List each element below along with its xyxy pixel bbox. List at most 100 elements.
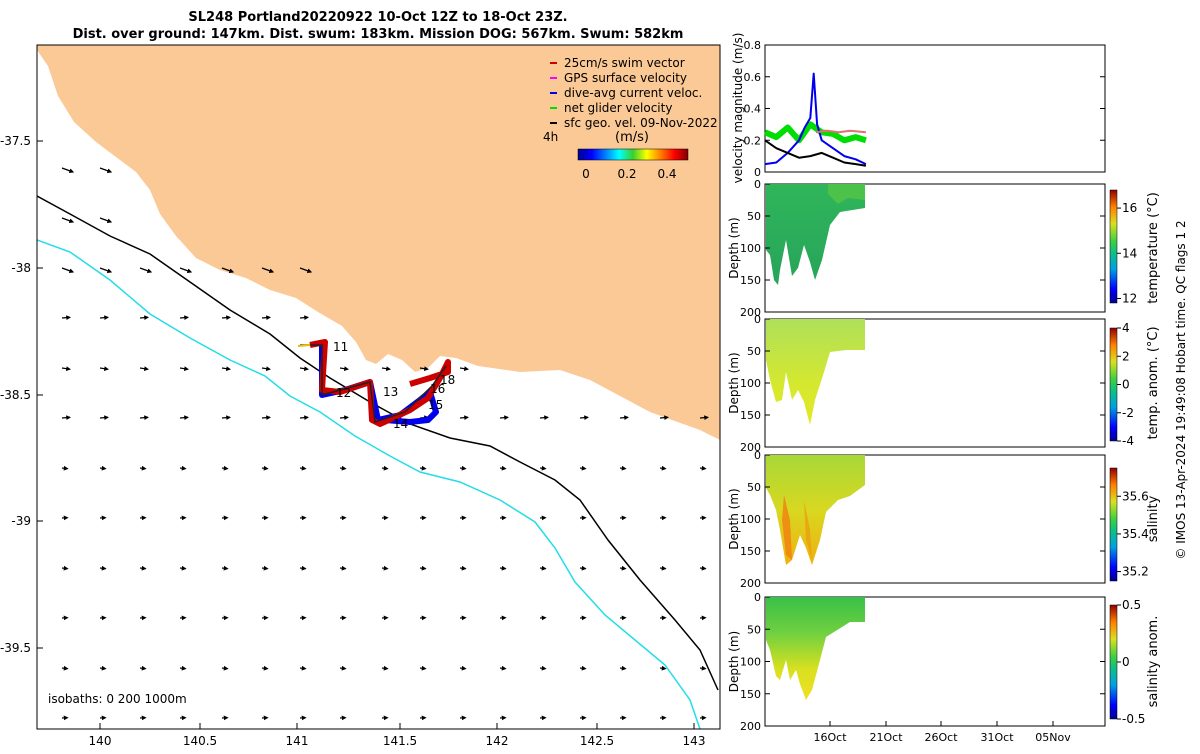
- geostrophic-arrow: [500, 417, 508, 418]
- day-label: 13: [383, 385, 398, 399]
- colorbar-tick-label: -2: [1122, 406, 1134, 420]
- geostrophic-arrow: [100, 417, 108, 418]
- colorbar-tick-label: -4: [1122, 434, 1134, 448]
- geostrophic-arrow: [180, 417, 188, 418]
- legend-label: dive-avg current veloc.: [564, 86, 702, 100]
- map-x-tick-label: 142.5: [580, 734, 614, 748]
- geostrophic-arrow: [340, 417, 348, 418]
- day-label: 12: [336, 386, 351, 400]
- depth-tick-label: 150: [740, 688, 761, 701]
- geostrophic-arrow: [100, 468, 105, 469]
- geostrophic-arrow: [382, 668, 387, 669]
- geostrophic-arrow: [300, 417, 308, 418]
- geostrophic-arrow: [262, 317, 270, 318]
- colorbar-tick-label: 16: [1122, 201, 1137, 215]
- geostrophic-arrow: [700, 668, 705, 669]
- time-tick-label: 05Nov: [1035, 731, 1071, 744]
- section-colorbar: [1110, 468, 1117, 581]
- geostrophic-arrow: [100, 568, 105, 569]
- geostrophic-arrow: [420, 568, 425, 569]
- interval-label: 4h: [543, 130, 558, 144]
- velocity-y-tick-label: 0.8: [744, 39, 762, 52]
- geostrophic-arrow: [700, 468, 705, 469]
- depth-tick-label: 50: [747, 345, 761, 358]
- geostrophic-arrow: [660, 568, 665, 569]
- legend-label: 25cm/s swim vector: [564, 56, 685, 70]
- map-x-tick-label: 141.5: [383, 734, 417, 748]
- geostrophic-arrow: [140, 568, 145, 569]
- imos-credit: © IMOS 13-Apr-2024 19:49:08 Hobart time.…: [1174, 220, 1188, 559]
- geostrophic-arrow: [222, 668, 227, 669]
- colorbar-tick-label: 14: [1122, 246, 1137, 260]
- geostrophic-arrow: [540, 417, 548, 418]
- map-x-tick-label: 142: [486, 734, 509, 748]
- geostrophic-arrow: [540, 468, 545, 469]
- day-label: 18: [440, 373, 455, 387]
- map-x-tick-label: 141: [286, 734, 309, 748]
- geostrophic-arrow: [140, 317, 148, 318]
- colorbar-tick-label: 0.5: [1122, 598, 1141, 612]
- geostrophic-arrow: [62, 668, 67, 669]
- time-tick-label: 16Oct: [813, 731, 847, 744]
- geostrophic-arrow: [180, 468, 185, 469]
- velocity-y-tick-label: 0.6: [744, 71, 762, 84]
- geostrophic-arrow: [340, 568, 345, 569]
- colorbar-tick-label: 0: [1122, 378, 1130, 392]
- colorbar-tick-label: 35.4: [1122, 527, 1149, 541]
- depth-tick-label: 150: [740, 545, 761, 558]
- depth-axis-label: Depth (m): [727, 217, 741, 278]
- geostrophic-arrow: [62, 417, 70, 418]
- velocity-y-tick-label: 0.2: [744, 134, 762, 147]
- geostrophic-arrow: [62, 317, 70, 318]
- map-y-tick-label: -39.5: [0, 641, 31, 655]
- early-track-segment: [298, 345, 310, 346]
- geostrophic-arrow: [180, 668, 185, 669]
- geostrophic-arrow: [460, 468, 465, 469]
- colorbar-tick-label: 35.6: [1122, 489, 1149, 503]
- geostrophic-arrow: [262, 417, 270, 418]
- speed-colorbar-tick: 0.4: [657, 167, 676, 181]
- colorbar-label: salinity: [1146, 495, 1161, 542]
- depth-tick-label: 0: [754, 313, 761, 326]
- isobaths-label: isobaths: 0 200 1000m: [48, 692, 187, 706]
- depth-tick-label: 150: [740, 274, 761, 287]
- geostrophic-arrow: [660, 468, 665, 469]
- depth-axis-label: Depth (m): [727, 488, 741, 549]
- depth-tick-label: 50: [747, 623, 761, 636]
- geostrophic-arrow: [540, 668, 545, 669]
- map-x-tick-label: 140: [89, 734, 112, 748]
- colorbar-tick-label: 12: [1122, 291, 1137, 305]
- geostrophic-arrow: [620, 468, 625, 469]
- day-label: 15: [428, 398, 443, 412]
- colorbar-label: temperature (°C): [1146, 192, 1161, 304]
- depth-axis-label: Depth (m): [727, 352, 741, 413]
- depth-tick-label: 200: [740, 720, 761, 733]
- colorbar-tick-label: 0: [1122, 655, 1130, 669]
- geostrophic-arrow: [222, 468, 227, 469]
- geostrophic-arrow: [700, 417, 708, 418]
- geostrophic-arrow: [700, 568, 705, 569]
- geostrophic-arrow: [140, 468, 145, 469]
- geostrophic-arrow: [300, 568, 305, 569]
- geostrophic-arrow: [620, 417, 628, 418]
- map-y-tick-label: -38.5: [0, 388, 31, 402]
- geostrophic-arrow: [660, 668, 665, 669]
- depth-tick-label: 100: [740, 242, 761, 255]
- section-colorbar: [1110, 605, 1117, 719]
- geostrophic-arrow: [180, 317, 188, 318]
- geostrophic-arrow: [340, 668, 345, 669]
- geostrophic-arrow: [420, 668, 425, 669]
- time-tick-label: 31Oct: [980, 731, 1014, 744]
- depth-tick-label: 0: [754, 178, 761, 191]
- geostrophic-arrow: [580, 468, 585, 469]
- section-colorbar: [1110, 328, 1117, 441]
- depth-tick-label: 50: [747, 210, 761, 223]
- colorbar-unit-label: (m/s): [615, 130, 649, 145]
- geostrophic-arrow: [660, 417, 668, 418]
- geostrophic-arrow: [460, 417, 468, 418]
- map-x-tick-label: 143: [683, 734, 706, 748]
- colorbar-label: temp. anom. (°C): [1146, 326, 1161, 439]
- speed-colorbar: [578, 149, 688, 160]
- geostrophic-arrow: [140, 417, 148, 418]
